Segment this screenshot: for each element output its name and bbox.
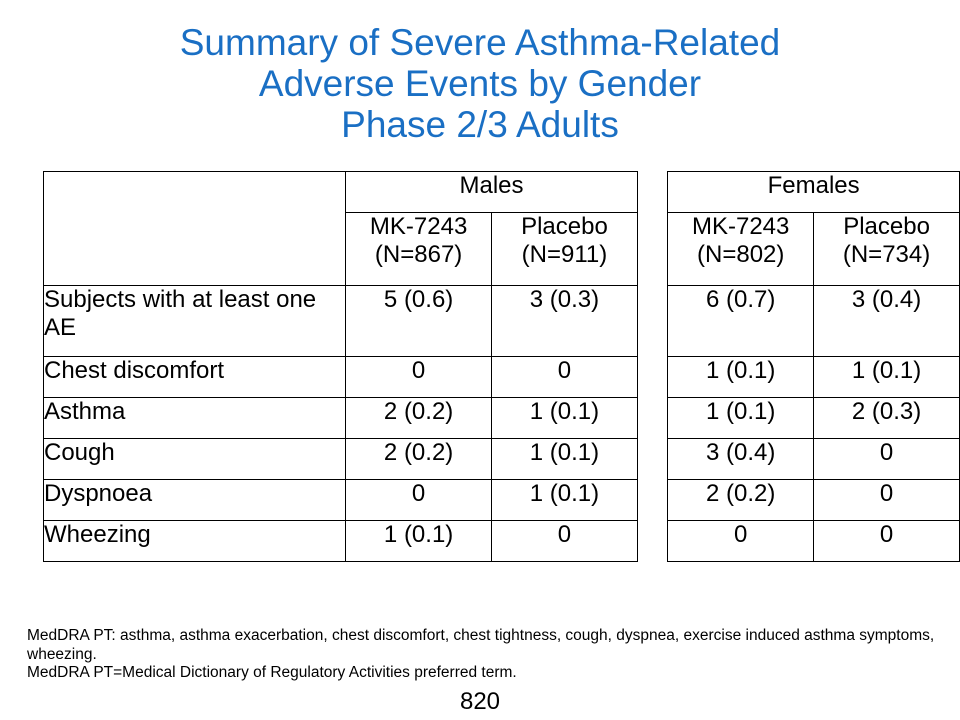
group-header-males: Males [345,171,638,213]
table-cell: 0 [345,356,493,398]
table-cell: 0 [345,479,493,521]
column-header: MK-7243 (N=802) [667,212,815,286]
adverse-events-table: Males Females MK-7243 (N=867) Placebo (N=9… [42,171,960,562]
table-row: Dyspnoea 0 1 (0.1) 2 (0.2) 0 [42,479,960,521]
table-row: Wheezing 1 (0.1) 0 0 0 [42,520,960,562]
row-label: Cough [42,438,347,480]
column-header: MK-7243 (N=867) [345,212,493,286]
table-cell: 0 [491,356,638,398]
table-cell: 0 [491,520,638,562]
footnote-2: MedDRA PT=Medical Dictionary of Regulato… [27,664,517,681]
column-header: Placebo (N=911) [491,212,638,286]
header-blank-cell [42,171,347,286]
table-cell: 0 [813,479,960,521]
table-row: Chest discomfort 0 0 1 (0.1) 1 (0.1) [42,356,960,398]
row-label: Chest discomfort [42,356,347,398]
title-line-2: Adverse Events by Gender [258,63,702,104]
table-cell: 2 (0.2) [345,438,493,480]
row-label: Wheezing [42,520,347,562]
row-label: Dyspnoea [42,479,347,521]
title-line-3: Phase 2/3 Adults [341,104,619,145]
column-header: Placebo (N=734) [813,212,960,286]
table-cell: 2 (0.2) [345,397,493,439]
footnote-1: MedDRA PT: asthma, asthma exacerbation, … [27,627,935,663]
table-cell: 1 (0.1) [491,479,638,521]
table-cell: 1 (0.1) [667,397,815,439]
table-cell: 0 [813,438,960,480]
table-row: Asthma 2 (0.2) 1 (0.1) 1 (0.1) 2 (0.3) [42,397,960,439]
table-cell: 2 (0.3) [813,397,960,439]
footnotes: MedDRA PT: asthma, asthma exacerbation, … [27,627,937,683]
table-cell: 5 (0.6) [345,285,493,357]
table-cell: 1 (0.1) [667,356,815,398]
table-cell: 1 (0.1) [813,356,960,398]
table-row: Subjects with at least one AE 5 (0.6) 3 … [42,285,960,357]
table-cell: 6 (0.7) [667,285,815,357]
row-label: Asthma [42,397,347,439]
slide-title: Summary of Severe Asthma-Related Adverse… [0,22,960,145]
group-header-females: Females [667,171,960,213]
table-cell: 0 [813,520,960,562]
table-cell: 1 (0.1) [491,438,638,480]
table-row: Cough 2 (0.2) 1 (0.1) 3 (0.4) 0 [42,438,960,480]
table-cell: 1 (0.1) [491,397,638,439]
table-cell: 3 (0.4) [813,285,960,357]
row-label: Subjects with at least one AE [42,285,347,357]
page-number: 820 [459,688,501,715]
table-cell: 3 (0.4) [667,438,815,480]
column-header-row: MK-7243 (N=867) Placebo (N=911) MK-7243 (N=… [44,212,960,286]
table-cell: 0 [667,520,815,562]
table-cell: 2 (0.2) [667,479,815,521]
group-header-row: Males Females [42,171,960,286]
table-cell: 3 (0.3) [491,285,638,357]
title-line-1: Summary of Severe Asthma-Related [179,22,781,63]
table-cell: 1 (0.1) [345,520,493,562]
